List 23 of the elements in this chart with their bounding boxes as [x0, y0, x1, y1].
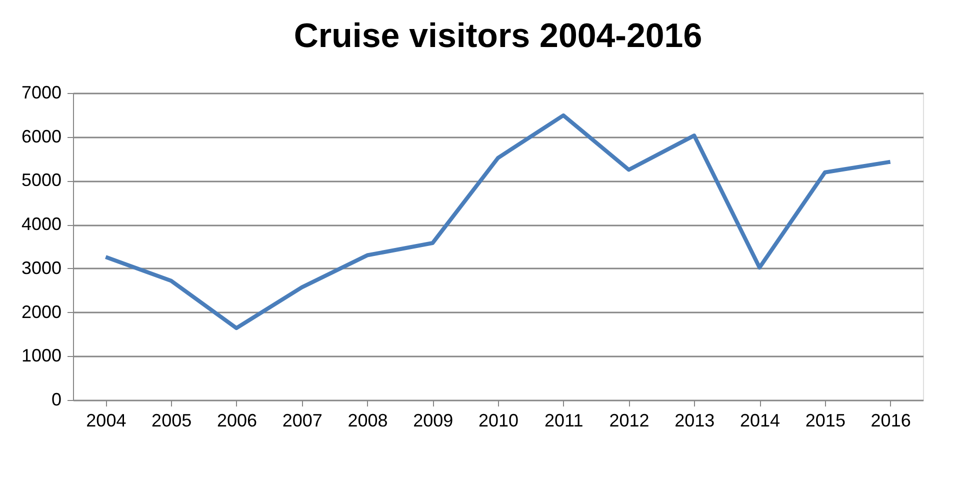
x-tick-label: 2008	[348, 410, 388, 430]
x-tick-label: 2009	[413, 410, 454, 430]
x-tick-label: 2013	[674, 410, 715, 430]
y-tick-label: 5000	[21, 170, 62, 190]
x-tick-label: 2004	[86, 410, 126, 430]
x-tick-label: 2011	[544, 410, 584, 430]
x-tick-label: 2015	[805, 410, 846, 430]
y-tick-label: 0	[51, 390, 62, 410]
x-tick-label: 2016	[870, 410, 911, 430]
y-tick-label: 6000	[21, 126, 62, 146]
x-tick-label: 2014	[740, 410, 780, 430]
x-tick-label: 2010	[478, 410, 519, 430]
y-tick-label: 4000	[21, 214, 62, 234]
y-tick-label: 3000	[21, 258, 62, 278]
x-tick-label: 2012	[609, 410, 650, 430]
x-tick-label: 2006	[216, 410, 257, 430]
y-tick-label: 2000	[21, 302, 62, 322]
y-tick-label: 7000	[21, 82, 62, 102]
chart-title: Cruise visitors 2004-2016	[294, 17, 702, 55]
x-tick-label: 2005	[152, 410, 192, 430]
x-tick-label: 2007	[282, 410, 322, 430]
y-tick-label: 1000	[21, 346, 62, 366]
line-series	[104, 113, 892, 330]
